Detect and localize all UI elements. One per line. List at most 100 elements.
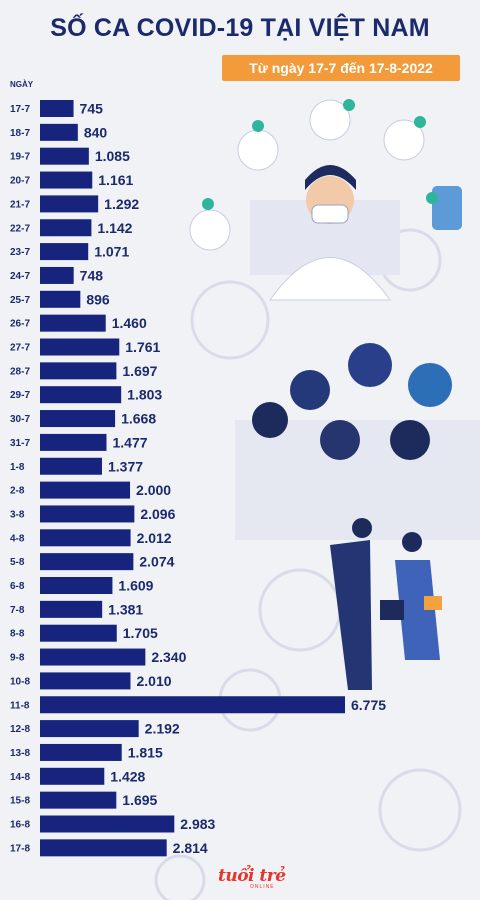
value-label: 1.668 xyxy=(121,411,156,427)
value-label: 2.192 xyxy=(145,721,180,737)
value-label: 1.705 xyxy=(123,625,158,641)
category-label: 23-7 xyxy=(10,247,30,258)
bar xyxy=(40,147,89,165)
category-label: 6-8 xyxy=(10,581,25,592)
category-label: 5-8 xyxy=(10,557,25,568)
value-label: 1.377 xyxy=(108,458,143,474)
value-label: 2.096 xyxy=(140,506,175,522)
bar xyxy=(40,767,105,785)
category-label: 13-8 xyxy=(10,748,30,759)
category-label: 27-7 xyxy=(10,343,30,354)
bar xyxy=(40,839,167,857)
date-range-badge: Từ ngày 17-7 đến 17-8-2022 xyxy=(222,55,460,81)
value-label: 2.074 xyxy=(139,554,174,570)
value-label: 1.085 xyxy=(95,148,130,164)
value-label: 1.477 xyxy=(112,434,147,450)
bar xyxy=(40,791,117,809)
value-label: 2.814 xyxy=(173,840,208,856)
value-label: 1.697 xyxy=(122,363,157,379)
value-label: 1.761 xyxy=(125,339,160,355)
brand-logo: tuổi trẻ xyxy=(218,866,286,886)
value-label: 2.000 xyxy=(136,482,171,498)
category-label: 16-8 xyxy=(10,820,30,831)
category-label: 29-7 xyxy=(10,390,30,401)
bar xyxy=(40,243,89,261)
bar xyxy=(40,529,131,547)
value-label: 1.142 xyxy=(97,220,132,236)
bar xyxy=(40,290,81,308)
bar xyxy=(40,624,117,642)
bar xyxy=(40,266,74,284)
bar xyxy=(40,362,117,380)
value-label: 1.428 xyxy=(110,768,145,784)
category-label: 7-8 xyxy=(10,605,25,616)
category-label: 18-7 xyxy=(10,128,30,139)
bar xyxy=(40,815,175,833)
value-label: 1.460 xyxy=(112,315,147,331)
bar xyxy=(40,433,107,451)
bar xyxy=(40,171,93,189)
category-label: 17-7 xyxy=(10,104,30,115)
value-label: 6.775 xyxy=(351,697,386,713)
bar xyxy=(40,743,122,761)
category-label: 10-8 xyxy=(10,676,30,687)
category-label: 14-8 xyxy=(10,772,30,783)
bar xyxy=(40,100,74,117)
value-label: 2.340 xyxy=(151,649,186,665)
bar xyxy=(40,219,92,237)
bar xyxy=(40,672,131,690)
category-label: 20-7 xyxy=(10,176,30,187)
category-label: 31-7 xyxy=(10,438,30,449)
value-label: 745 xyxy=(80,101,104,117)
category-label: 9-8 xyxy=(10,653,25,664)
category-label: 8-8 xyxy=(10,629,25,640)
category-label: 4-8 xyxy=(10,533,25,544)
category-label: 3-8 xyxy=(10,509,25,520)
bar xyxy=(40,600,103,618)
y-axis-label: NGÀY xyxy=(10,80,34,89)
category-label: 11-8 xyxy=(10,700,30,711)
category-label: 25-7 xyxy=(10,295,30,306)
category-label: 19-7 xyxy=(10,152,30,163)
category-label: 22-7 xyxy=(10,223,30,234)
value-label: 1.695 xyxy=(122,792,157,808)
category-label: 30-7 xyxy=(10,414,30,425)
bar xyxy=(40,314,106,332)
brand-logo-sub: ONLINE xyxy=(250,884,275,890)
value-label: 1.071 xyxy=(94,244,129,260)
category-label: 1-8 xyxy=(10,462,25,473)
category-label: 24-7 xyxy=(10,271,30,282)
bar xyxy=(40,696,345,714)
chart-title: SỐ CA COVID-19 TẠI VIỆT NAM xyxy=(50,14,430,42)
category-label: 15-8 xyxy=(10,796,30,807)
value-label: 1.803 xyxy=(127,387,162,403)
value-label: 2.983 xyxy=(180,816,215,832)
category-label: 28-7 xyxy=(10,366,30,377)
bar xyxy=(40,481,131,499)
bar xyxy=(40,577,113,594)
bar xyxy=(40,505,135,523)
value-label: 2.012 xyxy=(137,530,172,546)
value-label: 1.609 xyxy=(118,578,153,594)
category-label: 12-8 xyxy=(10,724,30,735)
value-label: 748 xyxy=(80,267,104,283)
category-label: 21-7 xyxy=(10,199,30,210)
value-label: 840 xyxy=(84,124,108,140)
value-label: 1.161 xyxy=(98,172,133,188)
bar xyxy=(40,410,116,428)
value-label: 1.381 xyxy=(108,601,143,617)
value-label: 1.815 xyxy=(128,744,163,760)
bar xyxy=(40,457,102,475)
bar xyxy=(40,338,120,356)
bar xyxy=(40,195,99,213)
bar xyxy=(40,386,122,404)
category-label: 17-8 xyxy=(10,843,30,854)
value-label: 1.292 xyxy=(104,196,139,212)
bar xyxy=(40,123,78,141)
value-label: 2.010 xyxy=(136,673,171,689)
value-label: 896 xyxy=(86,291,110,307)
bar xyxy=(40,553,134,571)
bar xyxy=(40,648,146,666)
category-label: 26-7 xyxy=(10,319,30,330)
